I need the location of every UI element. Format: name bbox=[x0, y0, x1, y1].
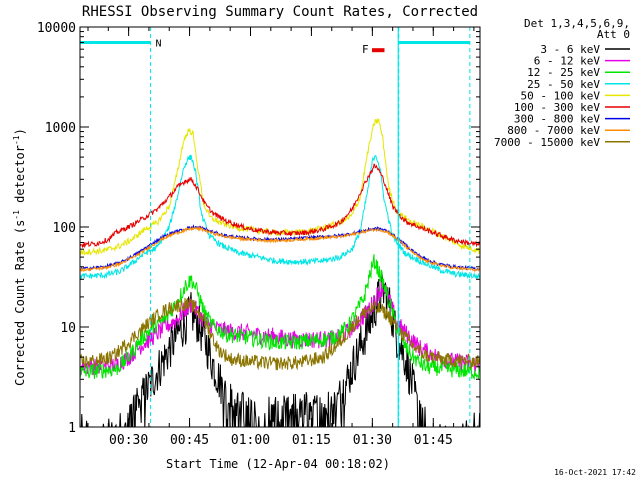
series-line-5 bbox=[80, 163, 480, 249]
series-line-8 bbox=[80, 297, 480, 371]
y-tick-label: 10 bbox=[60, 321, 76, 336]
legend-label: 6 - 12 keV bbox=[534, 55, 601, 68]
x-tick-label: 00:45 bbox=[170, 433, 209, 448]
series-line-2 bbox=[80, 254, 480, 380]
series-layer bbox=[80, 117, 480, 427]
x-tick-label: 01:00 bbox=[231, 433, 270, 448]
x-tick-label: 00:30 bbox=[109, 433, 148, 448]
legend-header-line-2: Att 0 bbox=[597, 28, 630, 41]
legend-header-line-1: Det 1,3,4,5,6,9, bbox=[524, 17, 630, 30]
date-stamp: 16-Oct-2021 17:42 bbox=[554, 468, 636, 477]
legend-label: 12 - 25 keV bbox=[527, 66, 600, 79]
plot-frame bbox=[79, 26, 481, 428]
x-axis-label: Start Time (12-Apr-04 00:18:02) bbox=[166, 457, 390, 471]
legend-label: 7000 - 15000 keV bbox=[494, 136, 600, 149]
chart-title: RHESSI Observing Summary Count Rates, Co… bbox=[82, 4, 478, 20]
y-tick-label: 1000 bbox=[45, 121, 76, 136]
x-tick-label: 01:30 bbox=[353, 433, 392, 448]
legend-label: 50 - 100 keV bbox=[521, 89, 601, 102]
legend-label: 300 - 800 keV bbox=[514, 113, 600, 126]
legend-label: 25 - 50 keV bbox=[527, 78, 600, 91]
y-tick-label: 1 bbox=[68, 421, 76, 436]
flare-bar bbox=[372, 48, 385, 53]
flare-label: F bbox=[362, 43, 369, 56]
legend-label: 100 - 300 keV bbox=[514, 101, 600, 114]
series-line-7 bbox=[80, 225, 480, 273]
y-axis-label: Corrected Count Rate (s-1 detector-1) bbox=[12, 128, 27, 386]
series-line-3 bbox=[80, 154, 480, 280]
x-tick-label: 01:45 bbox=[414, 433, 453, 448]
y-tick-label: 100 bbox=[53, 221, 76, 236]
legend-label: 3 - 6 keV bbox=[540, 43, 600, 56]
y-tick-label: 10000 bbox=[37, 21, 76, 36]
axes: 1 10 100 1000 10000 00:30 00:45 01:00 01:15 01:30… bbox=[37, 21, 481, 448]
series-line-0 bbox=[80, 271, 480, 427]
legend-label: 800 - 7000 keV bbox=[507, 124, 600, 137]
series-line-4 bbox=[80, 117, 480, 257]
x-tick-label: 01:15 bbox=[292, 433, 331, 448]
night-label: N bbox=[156, 38, 162, 49]
